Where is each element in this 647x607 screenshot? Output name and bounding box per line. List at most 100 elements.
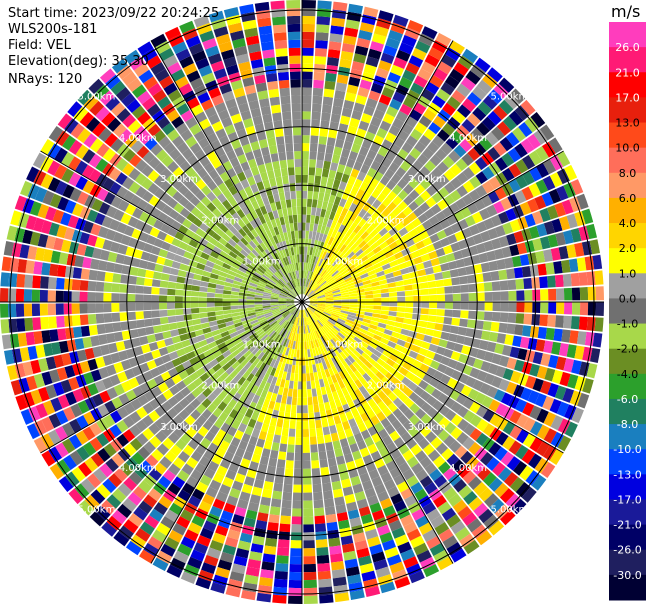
velocity-gate bbox=[39, 303, 49, 316]
velocity-gate bbox=[498, 269, 508, 281]
velocity-gate bbox=[343, 274, 352, 281]
velocity-gate bbox=[524, 116, 539, 133]
velocity-gate bbox=[534, 393, 547, 408]
velocity-gate bbox=[279, 378, 286, 388]
velocity-gate bbox=[424, 482, 438, 495]
velocity-gate bbox=[422, 443, 435, 456]
velocity-gate bbox=[460, 384, 472, 397]
velocity-gate bbox=[332, 271, 341, 279]
velocity-gate bbox=[325, 72, 337, 83]
velocity-gate bbox=[398, 366, 409, 377]
velocity-gate bbox=[363, 6, 379, 18]
velocity-gate bbox=[113, 383, 125, 396]
velocity-gate bbox=[125, 389, 137, 402]
velocity-gate bbox=[331, 229, 338, 239]
velocity-gate bbox=[302, 317, 305, 326]
velocity-gate bbox=[55, 290, 64, 302]
velocity-gate bbox=[357, 295, 366, 299]
velocity-gate bbox=[328, 194, 336, 204]
velocity-gate bbox=[48, 446, 63, 463]
velocity-gate bbox=[234, 506, 247, 517]
velocity-gate bbox=[303, 309, 306, 318]
velocity-gate bbox=[486, 250, 497, 262]
velocity-gate bbox=[317, 395, 324, 404]
velocity-gate bbox=[466, 274, 476, 284]
velocity-gate bbox=[515, 278, 525, 290]
velocity-gate bbox=[547, 234, 559, 248]
velocity-gate bbox=[218, 358, 228, 368]
velocity-gate bbox=[319, 317, 327, 324]
velocity-gate bbox=[296, 405, 302, 414]
velocity-gate bbox=[158, 47, 175, 62]
velocity-gate bbox=[287, 323, 293, 332]
velocity-gate bbox=[437, 429, 450, 442]
velocity-gate bbox=[458, 353, 469, 364]
velocity-gate bbox=[278, 151, 287, 161]
velocity-gate bbox=[222, 262, 231, 270]
velocity-gate bbox=[189, 123, 202, 136]
velocity-gate bbox=[90, 369, 102, 382]
velocity-gate bbox=[172, 476, 186, 489]
velocity-gate bbox=[255, 289, 264, 294]
velocity-gate bbox=[104, 132, 118, 147]
velocity-gate bbox=[323, 310, 332, 315]
velocity-gate bbox=[315, 539, 328, 548]
velocity-gate bbox=[500, 451, 515, 466]
velocity-gate bbox=[351, 408, 360, 418]
velocity-gate bbox=[48, 125, 64, 142]
velocity-gate bbox=[430, 436, 443, 449]
velocity-gate bbox=[314, 379, 321, 389]
velocity-gate bbox=[303, 500, 313, 509]
velocity-gate bbox=[274, 334, 281, 342]
velocity-gate bbox=[361, 352, 370, 361]
velocity-gate bbox=[281, 427, 289, 437]
velocity-gate bbox=[277, 144, 286, 153]
velocity-gate bbox=[135, 302, 144, 311]
velocity-gate bbox=[227, 105, 240, 117]
velocity-gate bbox=[542, 175, 556, 191]
velocity-gate bbox=[432, 412, 445, 424]
velocity-gate bbox=[554, 274, 564, 288]
velocity-gate bbox=[43, 343, 54, 357]
velocity-gate bbox=[124, 203, 137, 216]
velocity-gate bbox=[276, 361, 283, 371]
velocity-gate bbox=[302, 333, 305, 342]
velocity-gate bbox=[334, 335, 342, 344]
velocity-gate bbox=[209, 424, 220, 436]
velocity-gate bbox=[303, 508, 314, 517]
velocity-gate bbox=[362, 401, 372, 412]
velocity-gate bbox=[370, 277, 379, 284]
velocity-gate bbox=[306, 198, 313, 208]
velocity-gate bbox=[138, 500, 153, 515]
velocity-gate bbox=[387, 554, 402, 567]
velocity-gate bbox=[284, 468, 294, 477]
velocity-gate bbox=[422, 501, 437, 515]
velocity-gate bbox=[27, 245, 38, 260]
velocity-gate bbox=[10, 379, 23, 396]
velocity-gate bbox=[365, 305, 374, 310]
velocity-gate bbox=[277, 63, 289, 73]
velocity-gate bbox=[341, 445, 352, 456]
velocity-gate bbox=[209, 250, 220, 259]
velocity-gate bbox=[276, 555, 289, 564]
velocity-gate bbox=[480, 230, 491, 242]
velocity-gate bbox=[275, 176, 283, 186]
velocity-gate bbox=[472, 107, 487, 122]
velocity-gate bbox=[90, 258, 100, 270]
velocity-gate bbox=[413, 206, 424, 218]
velocity-gate bbox=[527, 338, 538, 351]
velocity-gate bbox=[367, 425, 378, 437]
velocity-gate bbox=[292, 324, 296, 333]
velocity-gate bbox=[456, 124, 470, 139]
velocity-gate bbox=[239, 289, 248, 294]
velocity-gate bbox=[307, 333, 311, 342]
velocity-gate bbox=[308, 306, 316, 312]
velocity-gate bbox=[502, 368, 514, 381]
velocity-gate bbox=[109, 219, 121, 231]
velocity-gate bbox=[349, 117, 360, 128]
velocity-gate bbox=[325, 298, 334, 301]
velocity-gate bbox=[63, 290, 72, 302]
velocity-gate bbox=[319, 594, 334, 604]
velocity-gate bbox=[273, 311, 281, 317]
velocity-gate bbox=[166, 185, 178, 197]
